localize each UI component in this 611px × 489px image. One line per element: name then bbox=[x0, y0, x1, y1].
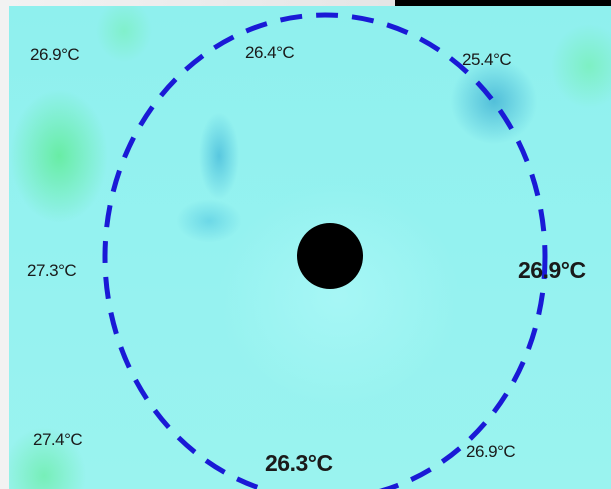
temp-reading-top-right: 25.4°C bbox=[462, 50, 512, 69]
temp-reading-mid-right: 26.9°C bbox=[518, 257, 586, 283]
temp-reading-top-left: 26.9°C bbox=[30, 45, 80, 64]
temp-reading-bottom-center: 26.3°C bbox=[265, 450, 333, 476]
center-marker bbox=[297, 223, 363, 289]
temp-reading-top-center: 26.4°C bbox=[245, 43, 295, 62]
temp-reading-mid-left: 27.3°C bbox=[27, 261, 77, 280]
dashed-circle bbox=[102, 12, 548, 489]
temp-reading-bottom-left: 27.4°C bbox=[33, 430, 83, 449]
top-bar bbox=[395, 0, 611, 10]
temp-reading-bottom-right: 26.9°C bbox=[466, 442, 516, 461]
